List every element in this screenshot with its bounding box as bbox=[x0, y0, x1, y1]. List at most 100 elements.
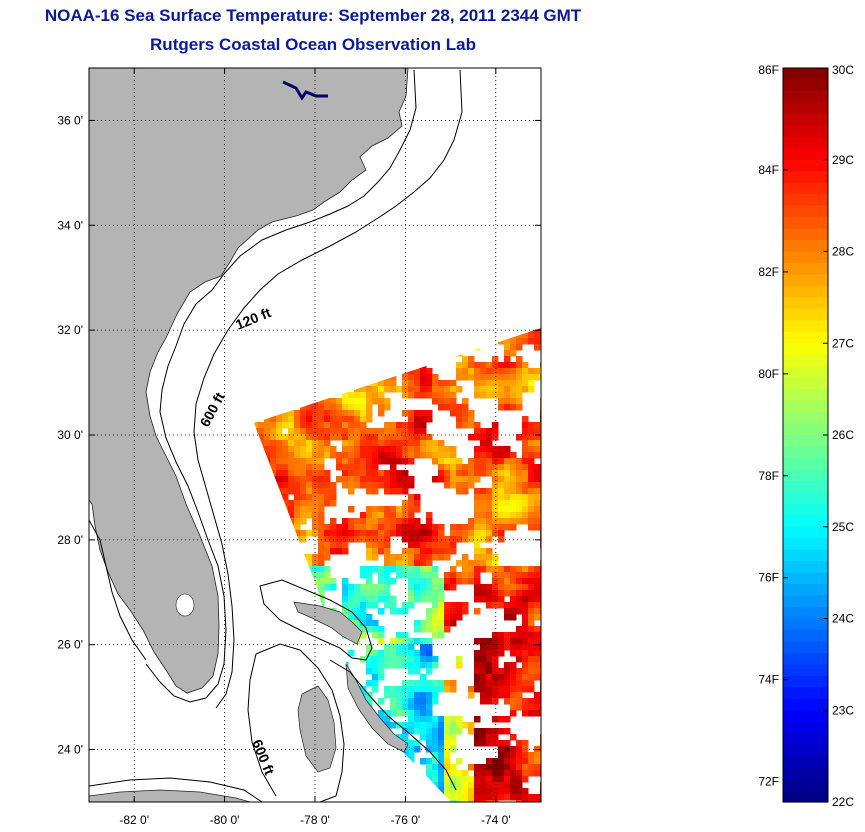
sst-cell bbox=[360, 590, 367, 597]
colorbar-band bbox=[783, 503, 828, 516]
sst-cell bbox=[450, 452, 457, 459]
sst-cell bbox=[486, 644, 493, 651]
sst-cell bbox=[510, 512, 517, 519]
sst-cell bbox=[318, 428, 325, 435]
sst-cell bbox=[396, 530, 403, 537]
sst-cell bbox=[366, 680, 373, 687]
sst-cell bbox=[306, 458, 313, 465]
sst-cell bbox=[384, 548, 391, 555]
sst-cell bbox=[522, 638, 529, 645]
sst-cell bbox=[450, 482, 457, 489]
sst-cell bbox=[426, 440, 433, 447]
sst-cell bbox=[528, 338, 535, 345]
sst-cell bbox=[378, 566, 385, 573]
sst-cell bbox=[492, 584, 499, 591]
sst-cell bbox=[468, 800, 475, 802]
sst-cell bbox=[534, 506, 541, 513]
sst-cell bbox=[318, 464, 325, 471]
colorbar-band bbox=[783, 148, 828, 161]
celsius-tick-label: 22C bbox=[832, 795, 854, 809]
sst-cell bbox=[270, 434, 277, 441]
sst-cell bbox=[474, 566, 481, 573]
sst-cell bbox=[450, 524, 457, 531]
sst-cell bbox=[366, 530, 373, 537]
sst-cell bbox=[396, 452, 403, 459]
sst-cell bbox=[534, 524, 541, 531]
sst-cell bbox=[276, 482, 283, 489]
sst-cell bbox=[384, 572, 391, 579]
sst-cell bbox=[396, 434, 403, 441]
sst-cell bbox=[348, 530, 355, 537]
sst-cell bbox=[366, 488, 373, 495]
sst-cell bbox=[480, 500, 487, 507]
sst-cell bbox=[384, 710, 391, 717]
sst-cell bbox=[456, 524, 463, 531]
sst-cell bbox=[270, 464, 277, 471]
sst-cell bbox=[522, 668, 529, 675]
sst-cell bbox=[516, 338, 523, 345]
sst-cell bbox=[354, 596, 361, 603]
sst-cell bbox=[414, 662, 421, 669]
sst-cell bbox=[450, 602, 457, 609]
sst-cell bbox=[498, 524, 505, 531]
sst-cell bbox=[456, 482, 463, 489]
sst-cell bbox=[462, 482, 469, 489]
sst-cell bbox=[366, 518, 373, 525]
sst-cell bbox=[300, 488, 307, 495]
sst-cell bbox=[522, 698, 529, 705]
sst-cell bbox=[486, 770, 493, 777]
sst-cell bbox=[360, 440, 367, 447]
sst-cell bbox=[498, 536, 505, 543]
sst-cell bbox=[354, 410, 361, 417]
sst-cell bbox=[474, 530, 481, 537]
sst-cell bbox=[366, 506, 373, 513]
sst-cell bbox=[450, 470, 457, 477]
sst-cell bbox=[444, 680, 451, 687]
sst-cell bbox=[456, 416, 463, 423]
sst-cell bbox=[522, 662, 529, 669]
sst-cell bbox=[402, 518, 409, 525]
sst-cell bbox=[318, 416, 325, 423]
sst-cell bbox=[492, 662, 499, 669]
sst-cell bbox=[444, 554, 451, 561]
sst-cell bbox=[348, 452, 355, 459]
sst-cell bbox=[444, 398, 451, 405]
sst-cell bbox=[330, 584, 337, 591]
sst-cell bbox=[402, 500, 409, 507]
sst-cell bbox=[414, 530, 421, 537]
sst-cell bbox=[492, 644, 499, 651]
sst-cell bbox=[414, 518, 421, 525]
sst-cell bbox=[474, 560, 481, 567]
sst-cell bbox=[528, 578, 535, 585]
sst-cell bbox=[498, 368, 505, 375]
sst-cell bbox=[480, 506, 487, 513]
sst-cell bbox=[444, 542, 451, 549]
sst-cell bbox=[456, 374, 463, 381]
sst-cell bbox=[426, 662, 433, 669]
sst-cell bbox=[402, 704, 409, 711]
sst-cell bbox=[516, 476, 523, 483]
sst-cell bbox=[330, 434, 337, 441]
sst-cell bbox=[432, 680, 439, 687]
sst-cell bbox=[348, 434, 355, 441]
sst-cell bbox=[462, 404, 469, 411]
sst-cell bbox=[528, 572, 535, 579]
sst-cell bbox=[378, 458, 385, 465]
sst-cell bbox=[378, 434, 385, 441]
sst-cell bbox=[522, 482, 529, 489]
sst-cell bbox=[498, 500, 505, 507]
sst-cell bbox=[528, 434, 535, 441]
sst-cell bbox=[420, 374, 427, 381]
sst-cell bbox=[522, 770, 529, 777]
sst-cell bbox=[306, 560, 313, 567]
sst-cell bbox=[264, 452, 271, 459]
sst-cell bbox=[498, 644, 505, 651]
sst-cell bbox=[366, 434, 373, 441]
sst-cell bbox=[534, 572, 541, 579]
sst-cell bbox=[480, 668, 487, 675]
colorbar-band bbox=[783, 480, 828, 493]
sst-cell bbox=[372, 584, 379, 591]
sst-cell bbox=[534, 440, 541, 447]
sst-cell bbox=[420, 704, 427, 711]
sst-cell bbox=[288, 416, 295, 423]
